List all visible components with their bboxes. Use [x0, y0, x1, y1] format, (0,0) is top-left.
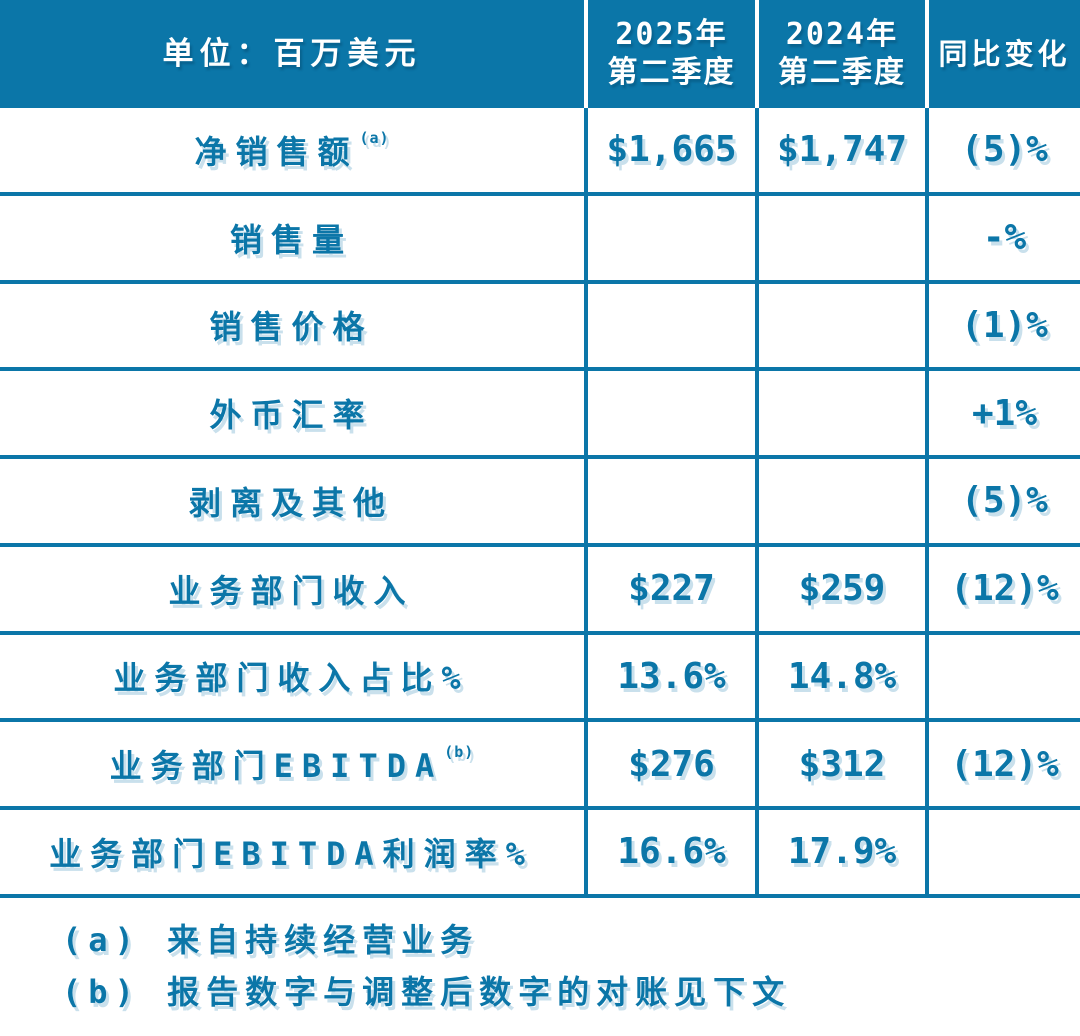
q2-2025-quarter: 第二季度 — [607, 55, 736, 90]
column-header-yoy-change: 同比变化 — [925, 0, 1080, 108]
row-label-text: 业务部门EBITDA — [109, 747, 444, 786]
column-header-q2-2025: 2025年 第二季度 — [584, 0, 755, 108]
value-yoy: (12)% — [925, 722, 1080, 806]
value-q2-2024: $259 — [755, 546, 925, 631]
table-header-row: 单位：百万美元 2025年 第二季度 2024年 第二季度 同比变化 — [0, 0, 1080, 108]
row-label: 业务部门EBITDA (b) — [0, 722, 584, 806]
value-q2-2024 — [755, 195, 925, 280]
row-label-text: 业务部门收入占比% — [113, 659, 470, 698]
footnote-ref-a: (a) — [359, 128, 390, 147]
table-row-net-sales: 净销售额 (a) $1,665 $1,747 (5)% — [0, 108, 1080, 196]
footnote-ref-b: (b) — [444, 743, 475, 762]
row-label: 剥离及其他 — [0, 459, 584, 543]
row-label-text: 销售价格 — [209, 308, 374, 347]
column-header-q2-2024: 2024年 第二季度 — [755, 0, 925, 108]
row-label: 净销售额 (a) — [0, 108, 584, 192]
row-label-text: 业务部门EBITDA利润率% — [49, 834, 534, 873]
footnotes: (a) 来自持续经营业务 (b) 报告数字与调整后数字的对账见下文 — [0, 914, 1080, 1018]
value-q2-2024 — [755, 283, 925, 368]
row-label: 业务部门EBITDA利润率% — [0, 810, 584, 894]
table-row-segment-ebitda-margin: 业务部门EBITDA利润率% 16.6% 17.9% — [0, 810, 1080, 898]
footnote-a: (a) 来自持续经营业务 — [62, 920, 480, 959]
row-label-text: 净销售额 — [194, 132, 359, 171]
table-row-segment-ebitda: 业务部门EBITDA (b) $276 $312 (12)% — [0, 722, 1080, 810]
row-label-text: 业务部门收入 — [168, 571, 415, 610]
value-q2-2024: 14.8% — [755, 634, 925, 719]
value-q2-2024 — [755, 371, 925, 455]
value-yoy — [925, 634, 1080, 719]
value-q2-2025 — [584, 195, 755, 280]
q2-2024-year: 2024年 — [785, 17, 899, 52]
table-row-foreign-currency: 外币汇率 +1% — [0, 371, 1080, 459]
value-q2-2025: $276 — [584, 722, 755, 806]
value-q2-2025 — [584, 459, 755, 543]
value-q2-2024 — [755, 459, 925, 543]
column-header-unit: 单位：百万美元 — [0, 0, 584, 108]
row-label: 业务部门收入占比% — [0, 635, 584, 719]
value-q2-2025: $1,665 — [584, 108, 755, 192]
value-q2-2025 — [584, 283, 755, 368]
table-row-divestitures-other: 剥离及其他 (5)% — [0, 459, 1080, 547]
value-yoy: +1% — [925, 371, 1080, 455]
value-yoy — [925, 810, 1080, 894]
table-row-segment-earnings: 业务部门收入 $227 $259 (12)% — [0, 546, 1080, 635]
q2-2025-year: 2025年 — [615, 17, 728, 52]
value-yoy: -% — [925, 195, 1080, 280]
table-row-segment-earnings-pct: 业务部门收入占比% 13.6% 14.8% — [0, 634, 1080, 723]
value-q2-2025: $227 — [584, 546, 755, 631]
row-label-text: 销售量 — [229, 220, 353, 259]
value-yoy: (1)% — [925, 283, 1080, 368]
column-header-unit-label: 单位：百万美元 — [162, 36, 422, 72]
value-yoy: (12)% — [925, 546, 1080, 631]
table-row-selling-price: 销售价格 (1)% — [0, 283, 1080, 372]
table-row-sales-volume: 销售量 -% — [0, 195, 1080, 284]
value-yoy: (5)% — [925, 459, 1080, 543]
row-label-text: 剥离及其他 — [188, 483, 394, 522]
value-q2-2025: 13.6% — [584, 634, 755, 719]
row-label: 外币汇率 — [0, 371, 584, 455]
value-q2-2025 — [584, 371, 755, 455]
value-yoy: (5)% — [925, 108, 1080, 192]
q2-2024-quarter: 第二季度 — [778, 55, 906, 90]
quarterly-results-table: 单位：百万美元 2025年 第二季度 2024年 第二季度 同比变化 净销售额(… — [0, 0, 1080, 898]
yoy-change-label: 同比变化 — [938, 37, 1071, 71]
value-q2-2024: $1,747 — [755, 108, 925, 192]
row-label: 销售量 — [0, 196, 584, 280]
value-q2-2024: $312 — [755, 722, 925, 806]
value-q2-2024: 17.9% — [755, 810, 925, 894]
value-q2-2025: 16.6% — [584, 810, 755, 894]
footnote-b: (b) 报告数字与调整后数字的对账见下文 — [62, 972, 792, 1011]
row-label: 业务部门收入 — [0, 547, 584, 631]
row-label-text: 外币汇率 — [209, 396, 374, 435]
row-label: 销售价格 — [0, 284, 584, 368]
